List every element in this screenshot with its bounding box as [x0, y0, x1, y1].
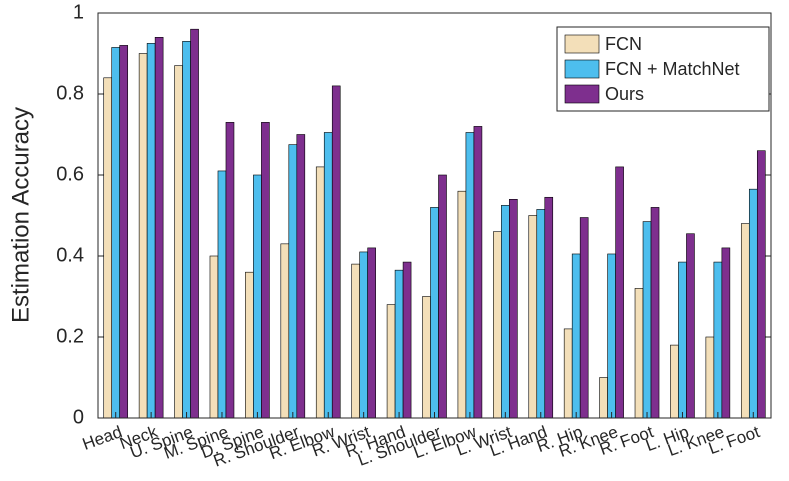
bar [386, 304, 396, 419]
legend-swatch [564, 59, 600, 79]
bar [323, 132, 333, 419]
legend-label: FCN [605, 34, 642, 54]
bar [217, 170, 227, 419]
bar [154, 36, 164, 419]
bar [225, 122, 235, 419]
bar [721, 247, 731, 419]
bar [288, 144, 298, 419]
bar [713, 261, 723, 419]
bar [457, 190, 467, 419]
bar [209, 255, 219, 419]
bar [705, 336, 715, 419]
bar [359, 251, 368, 419]
bar [430, 207, 439, 419]
bar [190, 28, 199, 419]
bar [501, 205, 510, 419]
bar [536, 209, 546, 419]
bar [563, 328, 573, 419]
bar [138, 53, 148, 419]
y-tick-label: 1 [73, 1, 84, 23]
bar [119, 45, 129, 419]
bar [174, 65, 183, 419]
bar [473, 126, 483, 419]
bar [315, 166, 325, 419]
legend-swatch [564, 34, 600, 54]
legend-label: Ours [605, 84, 644, 104]
bar [438, 174, 447, 419]
bar [367, 247, 376, 419]
legend-label: FCN + MatchNet [605, 59, 740, 79]
bar [493, 231, 502, 419]
bar [756, 150, 766, 419]
axes-box [97, 12, 772, 419]
bar [509, 199, 518, 419]
bar [394, 269, 404, 419]
bar [571, 253, 581, 419]
y-axis-label: Estimation Accuracy [7, 107, 34, 323]
y-tick-label: 0.8 [56, 82, 84, 104]
bar [615, 166, 624, 419]
bar [634, 288, 644, 419]
bar [599, 377, 608, 419]
bar [650, 207, 660, 419]
bar [182, 41, 191, 419]
bar [678, 261, 687, 419]
bar [402, 261, 412, 419]
bar [740, 223, 750, 419]
bar [280, 243, 290, 419]
bar [331, 85, 341, 419]
bar [528, 215, 538, 419]
bar [670, 344, 679, 419]
bar [296, 134, 306, 419]
bar [607, 253, 616, 419]
bar [642, 221, 652, 419]
bar [261, 122, 270, 419]
y-tick-label: 0.4 [56, 244, 84, 266]
y-tick-label: 0.2 [56, 325, 84, 347]
bar [146, 43, 156, 419]
bar [686, 233, 695, 419]
bar [748, 188, 758, 419]
bar [253, 174, 262, 419]
bar [422, 296, 431, 419]
y-tick-label: 0 [73, 406, 84, 428]
bar [579, 217, 589, 419]
legend-swatch [564, 84, 600, 104]
bar [245, 271, 254, 419]
y-tick-label: 0.6 [56, 163, 84, 185]
bar [544, 196, 554, 419]
bar [111, 47, 121, 419]
bar [465, 132, 475, 419]
bar [103, 77, 113, 419]
bar [351, 263, 360, 419]
